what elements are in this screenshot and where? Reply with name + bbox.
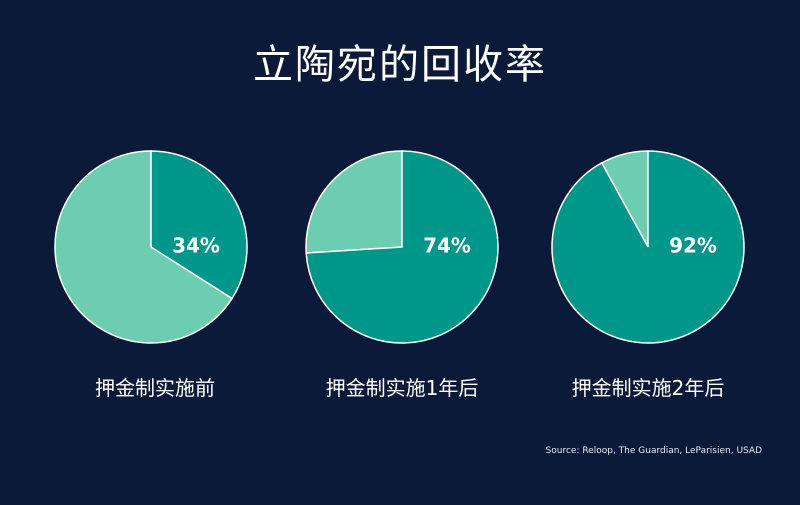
pie-caption-2-years: 押金制实施2年后 (571, 376, 725, 400)
pie-slice-recycled (551, 150, 745, 344)
pie-value-label: 74% (423, 234, 471, 258)
pie-caption-1-year: 押金制实施1年后 (325, 376, 479, 400)
pie-slice-remainder (54, 150, 234, 344)
pie-slice-recycled (305, 150, 499, 344)
pie-slice-remainder (305, 150, 403, 254)
pie-caption-before: 押金制实施前 (95, 376, 215, 400)
pie-slice-recycled (150, 150, 248, 300)
chart-title: 立陶宛的回收率 (253, 42, 547, 88)
pie-value-label: 92% (669, 234, 717, 258)
source-note: Source: Reloop, The Guardian, LeParisien… (545, 446, 762, 456)
pie-value-label: 34% (172, 234, 220, 258)
